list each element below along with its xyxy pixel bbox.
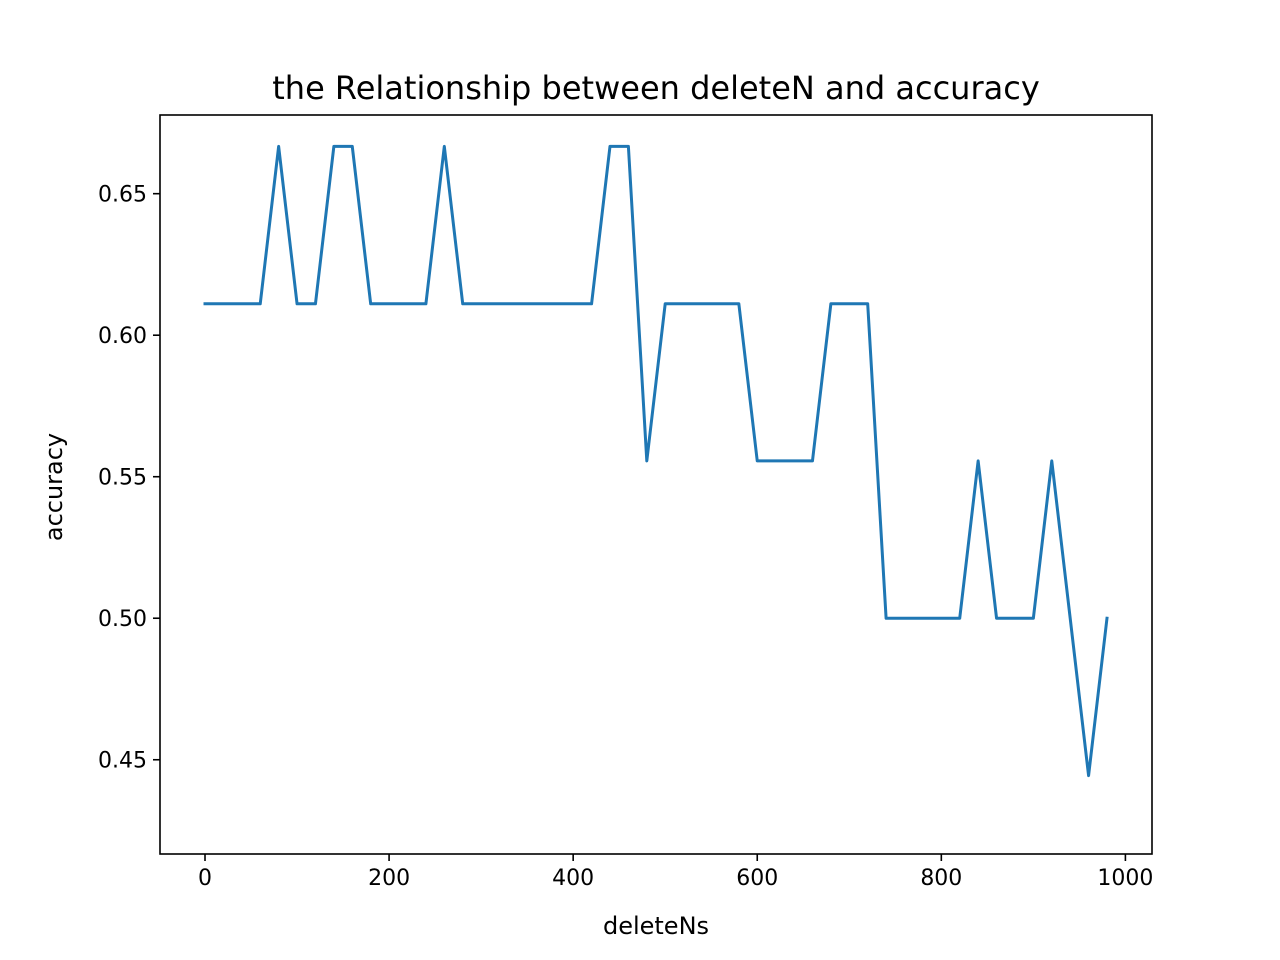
chart-title: the Relationship between deleteN and acc… (272, 69, 1040, 107)
series-line (203, 144, 1109, 778)
x-axis: 0 200 400 600 800 1000 (198, 854, 1153, 891)
y-tick-label: 0.50 (98, 607, 147, 632)
x-tick-label: 400 (552, 866, 594, 891)
x-tick-label: 0 (198, 866, 212, 891)
x-tick-label: 200 (368, 866, 410, 891)
y-tick-label: 0.65 (98, 183, 147, 208)
plot-area (203, 144, 1109, 778)
y-axis: 0.45 0.50 0.55 0.60 0.65 (98, 183, 160, 774)
y-tick-label: 0.55 (98, 466, 147, 491)
x-tick-label: 600 (736, 866, 778, 891)
x-tick-label: 1000 (1097, 866, 1153, 891)
x-axis-label: deleteNs (603, 912, 709, 940)
y-axis-label: accuracy (40, 433, 68, 541)
y-tick-label: 0.60 (98, 324, 147, 349)
y-tick-label: 0.45 (98, 749, 147, 774)
plot-frame (159, 114, 1153, 855)
x-tick-label: 800 (920, 866, 962, 891)
